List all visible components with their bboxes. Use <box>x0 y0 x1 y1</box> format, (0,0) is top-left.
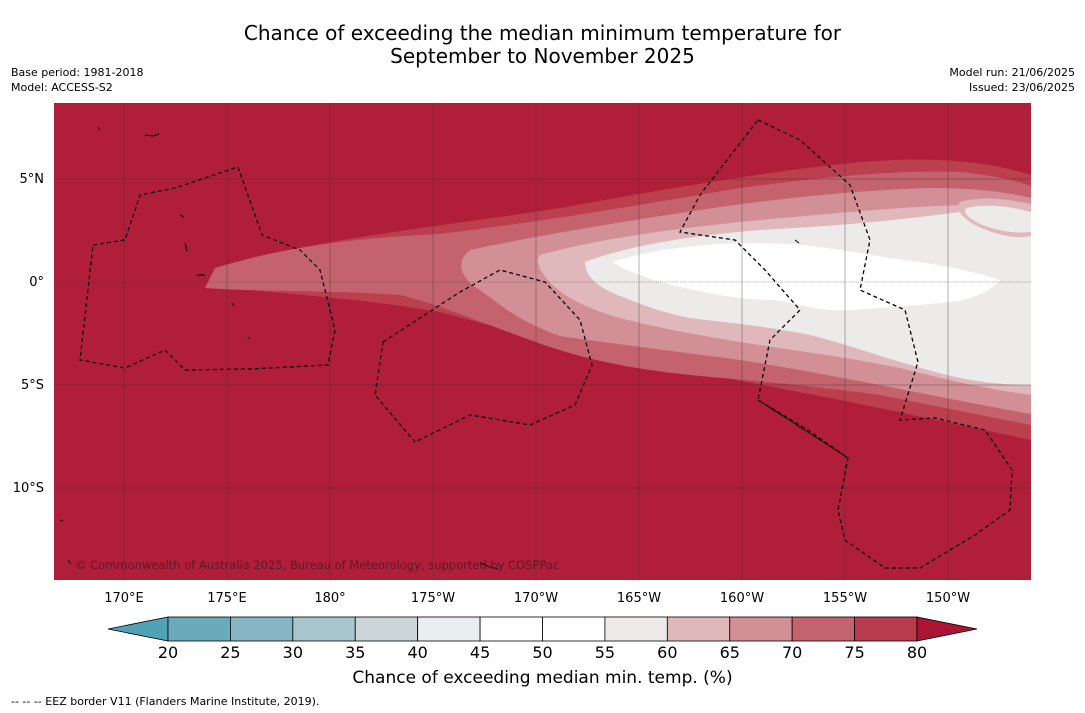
colorbar-segment <box>230 616 294 642</box>
lon-label-160w: 160°W <box>720 591 764 606</box>
issued-date: Issued: 23/06/2025 <box>968 81 1075 94</box>
lon-label-175w: 175°W <box>411 591 455 606</box>
colorbar-tick-label: 70 <box>782 643 802 662</box>
colorbar-segment <box>167 616 231 642</box>
colorbar-segment <box>479 616 543 642</box>
colorbar-tick-label: 35 <box>345 643 365 662</box>
graticule <box>54 103 1031 580</box>
longitude-labels: 170°E 175°E 180° 175°W 170°W 165°W 160°W… <box>104 591 970 606</box>
colorbar-segment <box>729 616 793 642</box>
colorbar-segment <box>417 616 481 642</box>
lon-label-165w: 165°W <box>617 591 661 606</box>
islands <box>59 126 800 570</box>
colorbar-tick-label: 45 <box>470 643 490 662</box>
lon-label-170e: 170°E <box>104 591 144 606</box>
colorbar-tick-label: 30 <box>283 643 303 662</box>
map-title: Chance of exceeding the median minimum t… <box>0 22 1085 68</box>
lon-label-180: 180° <box>314 591 345 606</box>
colorbar-label: Chance of exceeding median min. temp. (%… <box>352 668 733 688</box>
colorbar-segments <box>167 616 918 642</box>
colorbar-segment <box>666 616 731 642</box>
model-name: Model: ACCESS-S2 <box>11 81 113 94</box>
lon-label-175e: 175°E <box>207 591 247 606</box>
colorbar-tick-label: 55 <box>595 643 615 662</box>
colorbar: 20 25 30 35 40 45 50 55 60 65 70 75 80 <box>107 616 978 662</box>
meta-left: Base period: 1981-2018 Model: ACCESS-S2 <box>11 65 143 95</box>
lat-label-5s: 5°S <box>21 378 44 393</box>
colorbar-tick-label: 25 <box>220 643 240 662</box>
band-55-east <box>964 205 1031 233</box>
colorbar-ticks: 20 25 30 35 40 45 50 55 60 65 70 75 80 <box>158 643 927 662</box>
title-line-1: Chance of exceeding the median minimum t… <box>243 21 842 45</box>
colorbar-segment <box>542 616 606 642</box>
copyright-notice: © Commonwealth of Australia 2025, Bureau… <box>75 558 559 572</box>
eez-line-islands <box>678 119 1013 569</box>
colorbar-tick-label: 40 <box>407 643 427 662</box>
lat-label-5n: 5°N <box>20 172 45 187</box>
map-plot-area: © Commonwealth of Australia 2025, Bureau… <box>54 103 1031 580</box>
colorbar-tick-label: 75 <box>844 643 864 662</box>
eez-solid-segment <box>757 399 849 459</box>
meta-right: Model run: 21/06/2025 Issued: 23/06/2025 <box>949 65 1075 95</box>
colorbar-tick-label: 20 <box>158 643 178 662</box>
band-45-55 <box>612 243 1000 311</box>
eez-borders <box>79 119 1013 569</box>
colorbar-high-extend <box>916 616 978 642</box>
lat-label-0: 0° <box>29 275 44 290</box>
colorbar-segment <box>854 616 918 642</box>
colorbar-low-extend <box>107 616 169 642</box>
base-period: Base period: 1981-2018 <box>11 66 144 79</box>
eez-footnote: -- -- -- EEZ border V11 (Flanders Marine… <box>11 695 320 708</box>
eez-phoenix <box>374 269 593 443</box>
colorbar-tick-label: 50 <box>532 643 552 662</box>
colorbar-segment <box>791 616 855 642</box>
colorbar-tick-label: 80 <box>907 643 927 662</box>
lon-label-150w: 150°W <box>926 591 970 606</box>
lat-label-10s: 10°S <box>13 481 44 496</box>
title-line-2: September to November 2025 <box>390 44 695 68</box>
lon-label-155w: 155°W <box>823 591 867 606</box>
lon-label-170w: 170°W <box>514 591 558 606</box>
latitude-labels: 5°N 0° 5°S 10°S <box>13 172 44 496</box>
colorbar-segment <box>604 616 668 642</box>
model-run: Model run: 21/06/2025 <box>949 66 1075 79</box>
colorbar-segment <box>292 616 356 642</box>
colorbar-tick-label: 60 <box>657 643 677 662</box>
colorbar-segment <box>354 616 419 642</box>
colorbar-tick-label: 65 <box>720 643 740 662</box>
